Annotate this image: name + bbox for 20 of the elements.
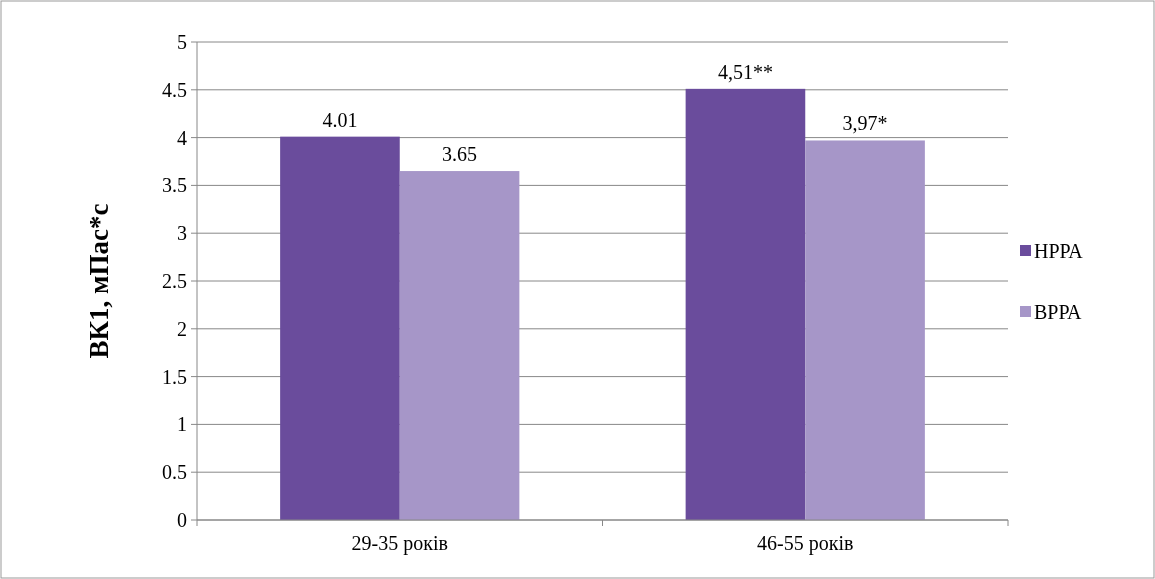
x-tick-label: 46-55 років	[757, 532, 854, 555]
data-label: 3.65	[442, 143, 478, 166]
legend-label: ВРРА	[1034, 301, 1083, 323]
data-label: 3,97*	[842, 112, 888, 135]
y-axis-title: ВК1, мПас*с	[84, 203, 114, 359]
legend-label: НРРА	[1034, 240, 1084, 262]
y-tick-label: 1	[177, 413, 187, 436]
y-tick-label: 2.5	[162, 270, 187, 292]
x-tick-label: 29-35 років	[351, 532, 448, 555]
y-tick-label: 1.5	[162, 365, 187, 388]
y-tick-label: 4.5	[162, 78, 187, 101]
y-tick-label: 0.5	[162, 461, 187, 484]
y-tick-label: 4	[177, 126, 187, 149]
y-tick-label: 3.5	[162, 174, 187, 197]
y-tick-label: 3	[177, 222, 187, 245]
data-label: 4.01	[322, 108, 358, 131]
y-tick-label: 2	[177, 317, 187, 340]
y-tick-label: 5	[177, 31, 187, 53]
y-tick-label: 0	[177, 509, 187, 531]
data-label: 4,51**	[717, 60, 773, 83]
